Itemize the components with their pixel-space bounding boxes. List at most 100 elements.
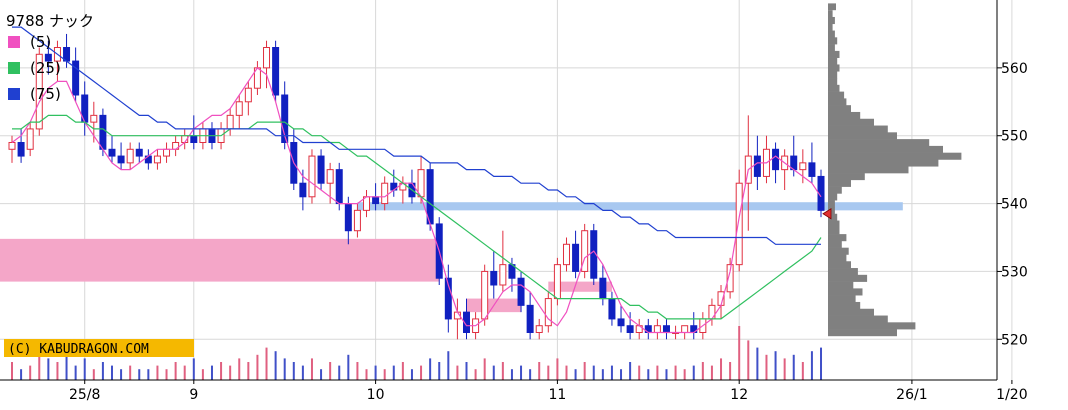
profile-bar-42 [828, 44, 835, 52]
candle-body-71 [653, 325, 661, 334]
candle-body-68 [626, 325, 634, 334]
date-axis: 25/8 9 10 11 12 26/1 1/20 [0, 379, 1028, 403]
profile-bar-6 [828, 288, 863, 296]
candle-body-57 [526, 304, 534, 334]
candle-body-40 [372, 196, 380, 205]
candle-body-46 [426, 169, 434, 225]
volume-bar-26 [247, 362, 250, 380]
candle-body-54 [499, 264, 507, 286]
candle-body-2 [26, 128, 34, 150]
candle-body-38 [353, 209, 361, 232]
volume-bar-66 [610, 365, 613, 380]
volume-bar-23 [220, 362, 223, 380]
volume-bar-80 [738, 326, 741, 380]
profile-bar-0 [828, 329, 897, 337]
candle-body-50 [463, 311, 470, 333]
profile-bar-top [828, 3, 836, 11]
legend-swatch-2 [8, 88, 20, 100]
volume-bar-50 [465, 362, 468, 380]
profile-bar-22 [828, 179, 851, 187]
volume-bar-6 [65, 354, 68, 380]
profile-bar-13 [828, 240, 842, 248]
zone-2 [548, 281, 612, 292]
volume-bar-5 [56, 362, 59, 380]
volume-bar-12 [120, 369, 123, 380]
profile-bar-9 [828, 268, 858, 276]
volume-bar-65 [601, 369, 604, 380]
price-tick-label-2: 540 [1001, 197, 1028, 213]
price-axis: 520 530 540 550 560 [822, 0, 1028, 380]
volume-bar-64 [592, 365, 595, 380]
profile-bar-35 [828, 91, 845, 99]
candle-body-26 [244, 87, 252, 103]
candle-body-37 [344, 203, 352, 232]
volume-bar-58 [538, 362, 541, 380]
profile-bar-20 [828, 193, 838, 201]
volume-bar-53 [492, 365, 495, 380]
candle-body-12 [117, 155, 125, 164]
candle-body-84 [772, 148, 780, 171]
volume-bar-31 [292, 362, 295, 380]
candle-body-14 [135, 148, 143, 157]
volume-bar-8 [83, 358, 86, 380]
volume-bar-9 [92, 369, 95, 380]
date-tick-label-0: 25/8 [69, 387, 100, 403]
volume-bar-15 [147, 369, 150, 380]
candle-body-36 [335, 169, 343, 205]
candle-body-13 [126, 148, 134, 164]
candle-body-11 [108, 148, 116, 157]
candle-body-52 [481, 270, 489, 320]
volume-bar-41 [383, 369, 386, 380]
volume-bar-16 [156, 365, 159, 380]
volume-bar-74 [683, 369, 686, 380]
volume-bar-77 [710, 365, 713, 380]
candle-body-74 [681, 325, 689, 334]
candle-body-67 [617, 318, 625, 327]
profile-bar-11 [828, 254, 847, 262]
volume-bar-86 [792, 354, 795, 380]
profile-bar-44 [828, 30, 835, 38]
profile-bar-24 [828, 166, 909, 174]
candle-body-62 [572, 243, 580, 272]
candle-body-0 [8, 142, 16, 150]
candle-body-87 [799, 162, 807, 171]
volume-bar-82 [756, 347, 759, 380]
candle-body-60 [553, 264, 561, 300]
candle-body-1 [17, 142, 25, 157]
profile-bar-5 [828, 295, 856, 303]
profile-bar-28 [828, 139, 930, 147]
price-tick-label-0: 520 [1001, 332, 1028, 348]
volume-bar-40 [374, 365, 377, 380]
zone-layer [0, 202, 903, 313]
candle-body-88 [808, 162, 816, 177]
volume-bar-18 [174, 362, 177, 380]
profile-bar-21 [828, 186, 842, 194]
candle-body-4 [44, 53, 52, 62]
legend: 9788 ナック (5) (25) (75) [6, 12, 94, 103]
current-price-marker [822, 208, 832, 220]
candle-body-59 [544, 298, 552, 327]
volume-bar-2 [29, 365, 32, 380]
volume-bar-57 [529, 369, 532, 380]
candle-body-41 [381, 182, 389, 205]
volume-bar-1 [20, 369, 23, 380]
volume-bar-4 [47, 358, 50, 380]
volume-bar-55 [510, 369, 513, 380]
volume-bar-48 [447, 351, 450, 380]
profile-bar-15 [828, 227, 840, 235]
zone-3 [357, 202, 903, 211]
volume-bar-17 [165, 369, 168, 380]
volume-bar-45 [420, 365, 423, 380]
volume-bar-79 [729, 362, 732, 380]
volume-bar-32 [301, 365, 304, 380]
volume-bar-51 [474, 369, 477, 380]
volume-bar-56 [520, 365, 523, 380]
legend-swatch-1 [8, 62, 20, 74]
volume-bar-33 [310, 358, 313, 380]
volume-bar-46 [429, 358, 432, 380]
date-tick-label-5: 26/1 [896, 387, 927, 403]
date-tick-label-2: 10 [367, 387, 385, 403]
volume-bar-54 [501, 362, 504, 380]
candle-body-34 [317, 155, 325, 184]
